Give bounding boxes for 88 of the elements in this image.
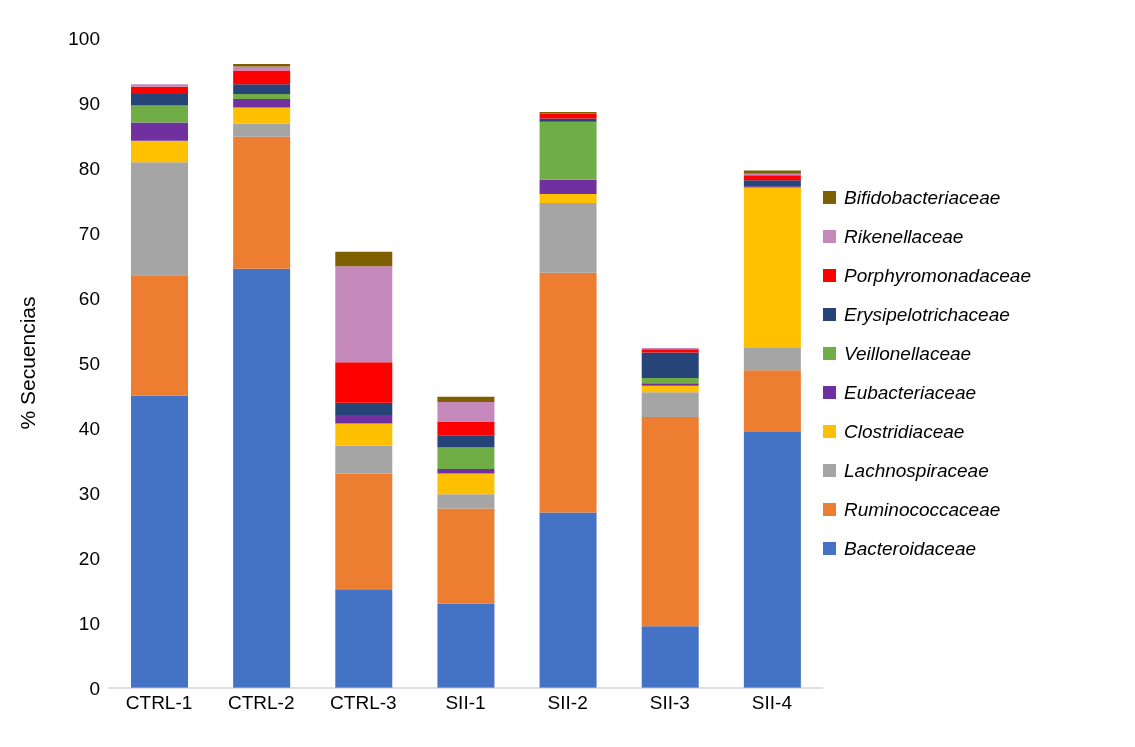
bar: [437, 435, 495, 448]
bar: [743, 348, 801, 371]
legend-label: Rikenellaceae: [844, 225, 964, 248]
y-tick-label: 10: [78, 612, 100, 634]
legend-label: Clostridiaceae: [844, 420, 965, 443]
bar: [233, 93, 291, 100]
bar: [437, 396, 495, 402]
bar: [437, 447, 495, 469]
bar: [131, 93, 188, 106]
bar: [233, 84, 291, 94]
x-tick-label: SII-4: [751, 692, 793, 714]
bar: [539, 118, 597, 122]
bar: [743, 370, 801, 432]
bar: [335, 362, 393, 403]
bar: [437, 468, 495, 474]
y-tick-label: 30: [78, 482, 100, 504]
legend-label: Porphyromonadaceae: [844, 264, 1031, 287]
bar: [743, 180, 801, 187]
y-tick-label: 50: [78, 352, 100, 374]
bar: [641, 626, 699, 688]
bar: [539, 194, 597, 204]
y-tick-label: 20: [78, 547, 100, 569]
y-tick-label: 90: [78, 92, 100, 114]
x-tick-label: CTRL-3: [330, 692, 397, 714]
bar: [641, 377, 699, 384]
bar: [131, 122, 188, 141]
y-tick-label: 80: [78, 157, 100, 179]
bar: [131, 86, 188, 94]
bar: [233, 70, 291, 85]
bar: [539, 512, 597, 688]
bar: [335, 589, 393, 688]
legend-label: Eubacteriaceae: [844, 381, 977, 404]
y-axis-title: % Secuencias: [16, 296, 40, 430]
bar: [335, 445, 393, 474]
legend-label: Lachnospiraceae: [844, 459, 989, 482]
bar: [233, 66, 291, 71]
bar: [335, 251, 393, 267]
y-tick-label: 60: [78, 287, 100, 309]
legend-label: Bacteroidaceae: [844, 537, 977, 560]
legend-label: Veillonellaceae: [844, 342, 972, 365]
bar: [131, 395, 188, 688]
bar: [233, 99, 291, 108]
bar: [131, 105, 188, 123]
bar: [131, 84, 188, 87]
bar: [437, 421, 495, 436]
y-tick-label: 70: [78, 222, 100, 244]
bar: [335, 266, 393, 363]
bar: [335, 415, 393, 424]
bar: [233, 136, 291, 269]
bar: [539, 121, 597, 180]
y-tick-label: 100: [68, 27, 100, 49]
y-tick-label: 0: [89, 677, 100, 699]
bar: [233, 107, 291, 124]
bar: [131, 162, 188, 276]
bar: [437, 603, 495, 688]
bar: [539, 113, 597, 119]
y-tick-label: 40: [78, 417, 100, 439]
bar: [641, 416, 699, 627]
bar: [641, 383, 699, 386]
x-tick-label: CTRL-2: [227, 692, 295, 714]
bar: [233, 123, 291, 137]
x-tick-label: SII-2: [547, 692, 588, 714]
bar: [641, 385, 699, 393]
bar: [335, 402, 393, 415]
bar: [641, 392, 699, 417]
bar: [743, 431, 801, 688]
bar: [539, 272, 597, 513]
x-tick-label: SII-3: [649, 692, 690, 714]
bar: [437, 402, 495, 422]
bar: [131, 275, 188, 396]
bar: [437, 508, 495, 604]
legend-label: Erysipelotrichaceae: [844, 303, 1010, 326]
bar: [335, 423, 393, 446]
bar: [335, 473, 393, 590]
bar: [743, 175, 801, 181]
bar: [743, 187, 801, 349]
x-tick-label: CTRL-1: [125, 692, 193, 714]
legend-label: Ruminococcaceae: [844, 498, 1001, 521]
bar: [539, 179, 597, 194]
x-tick-label: SII-1: [445, 692, 486, 714]
bar: [539, 203, 597, 273]
bar: [131, 140, 188, 163]
bar: [437, 473, 495, 495]
bar: [437, 494, 495, 509]
bar: [233, 64, 291, 67]
bar: [641, 352, 699, 378]
bar: [233, 268, 291, 688]
legend-label: Bifidobacteriaceae: [844, 186, 1001, 209]
